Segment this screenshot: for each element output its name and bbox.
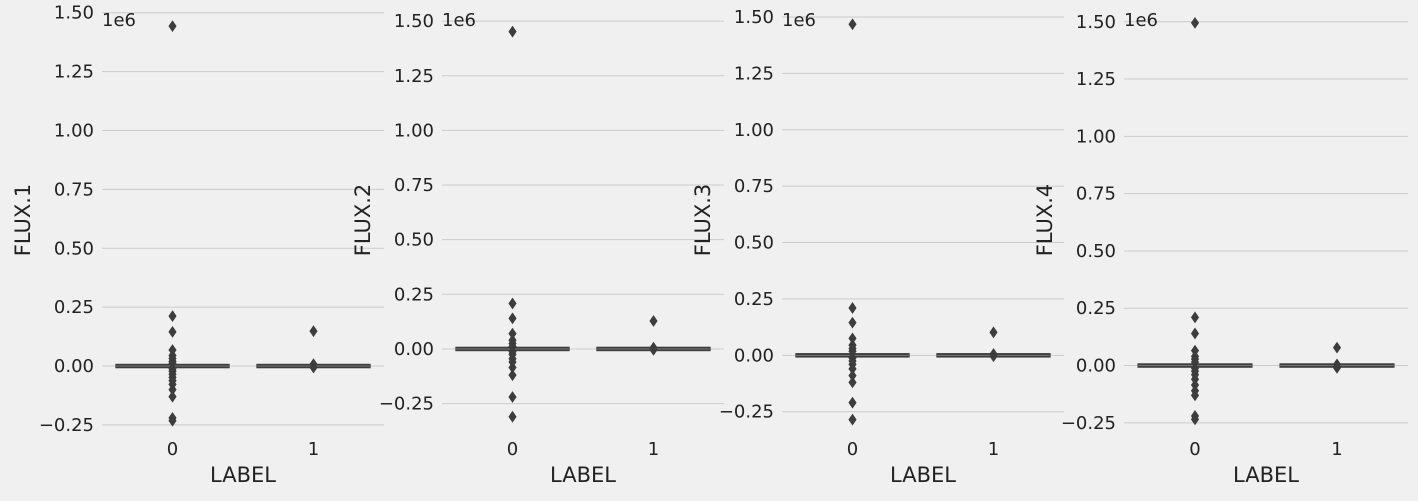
outlier-point [508,369,517,382]
outlier-point [168,325,177,338]
outlier-point [168,414,177,427]
y-tick-label: 0.75 [394,175,434,196]
y-tick-label: −0.25 [39,415,94,436]
outlier-point [1190,311,1200,324]
subplot-1: −0.25 0.00 0.25 0.50 0.75 1.00 1.25 1.50 1e6 FLUX… [11,3,384,487]
y-axis-label: FLUX.2 [351,184,375,257]
y-offset-text: 1e6 [1124,10,1158,31]
y-tick-label: 1.50 [1076,12,1116,33]
outlier-point [848,18,857,31]
y-tick-label: 0.00 [1076,356,1116,377]
subplot-4: −0.25 0.00 0.25 0.50 0.75 1.00 1.25 1.50 1e6 FLUX… [1033,10,1408,487]
y-tick-label: 1.00 [734,120,774,141]
outlier-point [848,413,857,426]
outlier-point [848,396,857,409]
y-tick-label: 1.00 [394,120,434,141]
outlier-point [168,390,177,403]
y-offset-text: 1e6 [442,10,476,31]
y-tick-label: 1.00 [1076,126,1116,147]
outlier-point [649,343,658,356]
outlier-point [309,361,318,374]
y-tick-label: 1.25 [394,66,434,87]
y-tick-label: 0.00 [394,339,434,360]
x-tick-label: 0 [847,439,858,460]
y-offset-text: 1e6 [102,10,136,31]
outlier-point [508,312,517,325]
y-tick-label: 0.25 [54,297,94,318]
x-axis-label: LABEL [890,463,956,487]
x-axis-label: LABEL [210,463,276,487]
outlier-point [1190,327,1200,340]
y-tick-label: 1.25 [54,62,94,83]
subplot-3: −0.25 0.00 0.25 0.50 0.75 1.00 1.25 1.50 1e6 FLUX… [691,7,1064,487]
outlier-point [1190,16,1200,29]
y-tick-label: −0.25 [719,402,774,423]
outlier-point [848,302,857,314]
y-tick-label: 1.00 [54,120,94,141]
outlier-point [508,297,517,310]
y-tick-label: 0.25 [1076,298,1116,319]
outlier-point [1332,361,1342,374]
y-tick-label: 0.00 [734,345,774,366]
outlier-point [168,310,177,323]
x-tick-label: 1 [1331,439,1342,460]
outlier-point [989,350,998,363]
y-axis-label: FLUX.1 [11,184,35,257]
outlier-point [848,376,857,389]
y-tick-label: 0.75 [1076,184,1116,205]
y-tick-label: 0.25 [734,289,774,310]
outlier-point [1332,341,1342,354]
outlier-point [848,316,857,329]
outlier-point [168,20,177,33]
y-offset-text: 1e6 [782,10,816,31]
x-axis-label: LABEL [1233,463,1299,487]
y-tick-label: 0.25 [394,284,434,305]
x-tick-label: 1 [648,439,659,460]
outlier-point [649,315,658,327]
y-tick-label: −0.25 [1061,413,1116,434]
y-tick-label: −0.25 [379,394,434,415]
y-tick-label: 0.50 [1076,241,1116,262]
y-tick-label: 0.50 [734,233,774,254]
x-tick-label: 0 [167,439,178,460]
y-tick-label: 1.25 [1076,69,1116,90]
outlier-point [1190,389,1200,402]
outlier-point [508,410,517,423]
y-tick-label: 0.50 [54,238,94,259]
y-tick-label: 1.50 [54,3,94,24]
x-tick-label: 0 [1189,439,1200,460]
subplot-2: −0.25 0.00 0.25 0.50 0.75 1.00 1.25 1.50 1e6 FLUX… [351,10,724,487]
x-tick-label: 1 [988,439,999,460]
y-tick-label: 1.25 [734,63,774,84]
y-tick-label: 0.75 [54,179,94,200]
y-axis-label: FLUX.4 [1033,184,1057,257]
y-tick-label: 0.00 [54,356,94,377]
y-tick-label: 1.50 [734,7,774,28]
outlier-point [309,325,318,338]
x-tick-label: 1 [308,439,319,460]
x-axis-label: LABEL [550,463,616,487]
x-tick-label: 0 [507,439,518,460]
outlier-point [508,25,517,38]
outlier-point [1190,413,1200,426]
y-tick-label: 1.50 [394,11,434,32]
y-axis-label: FLUX.3 [691,184,715,257]
outlier-point [989,326,998,339]
y-tick-label: 0.50 [394,230,434,251]
y-tick-label: 0.75 [734,176,774,197]
outlier-point [508,391,517,403]
